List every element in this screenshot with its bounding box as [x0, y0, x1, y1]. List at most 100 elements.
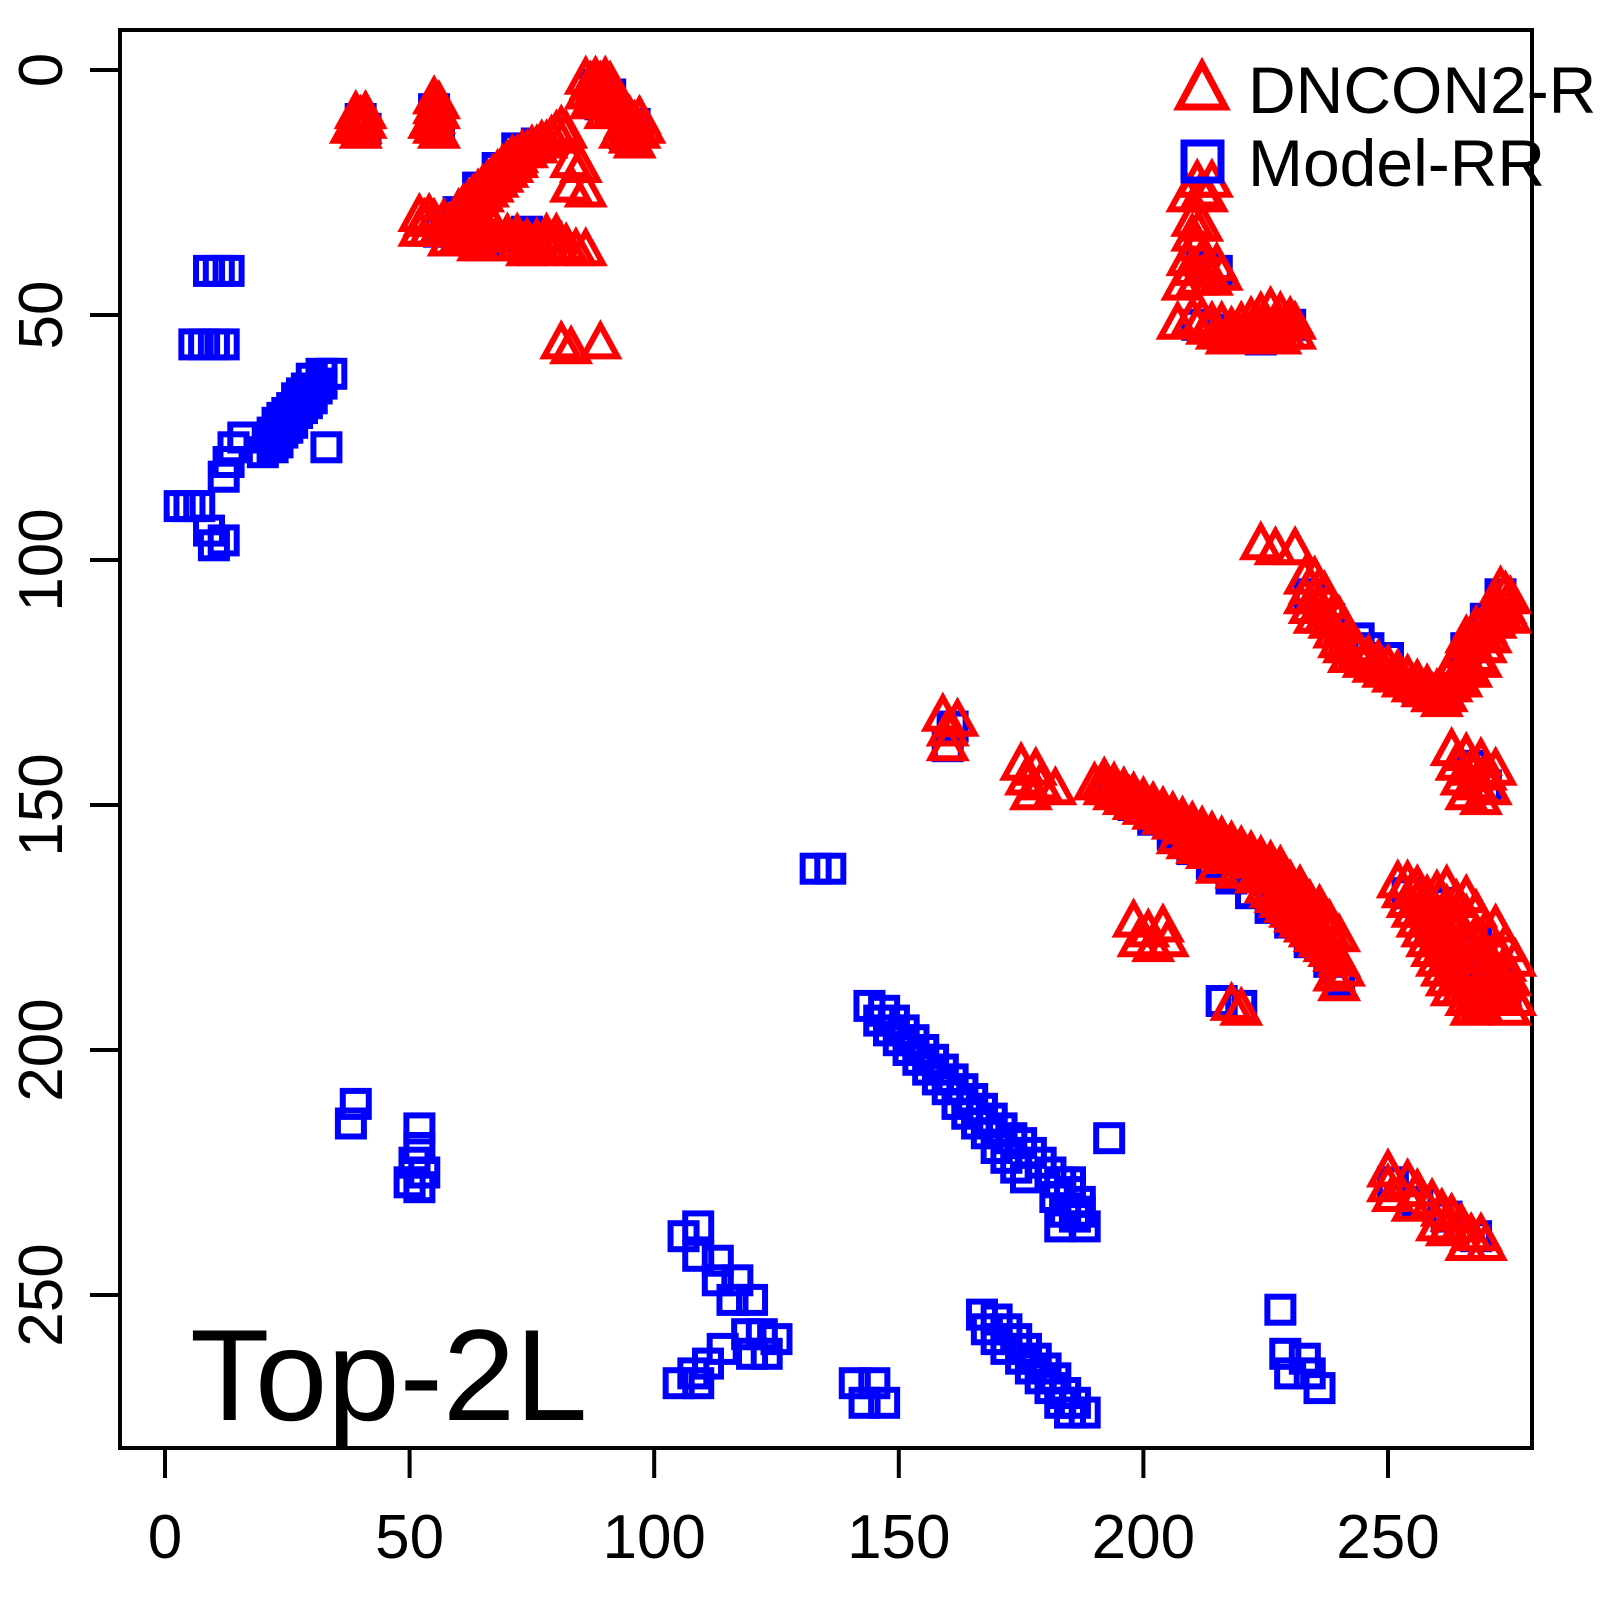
model-rr-point — [1000, 1323, 1033, 1356]
model-rr-point — [750, 1337, 783, 1370]
model-rr-point — [1093, 1122, 1126, 1155]
model-rr-point — [1029, 1352, 1062, 1385]
legend-entry-model: Model-RR — [1180, 126, 1545, 200]
model-rr-point — [207, 524, 240, 557]
dncon2-rr-point — [578, 319, 623, 360]
model-rr-point — [202, 254, 235, 287]
x-tick-label: 200 — [1092, 1503, 1195, 1572]
dncon2-rr-point — [1155, 299, 1200, 340]
dncon2-rr-point — [328, 103, 373, 144]
model-rr-point — [1054, 1166, 1087, 1199]
dncon2-rr-point — [1312, 931, 1357, 972]
dncon2-rr-point — [539, 319, 584, 360]
model-rr-point — [662, 1367, 695, 1400]
square-marker-icon — [1180, 139, 1225, 184]
dncon2-rr-point — [1453, 603, 1499, 644]
model-rr-point — [682, 1239, 715, 1272]
x-tick-label: 50 — [375, 1503, 444, 1572]
model-rr-point — [887, 1014, 920, 1047]
model-rr-point — [858, 1367, 891, 1400]
dncon2-rr-point — [563, 167, 608, 208]
model-rr-point — [334, 1107, 367, 1140]
dncon2-rr-point — [1184, 172, 1230, 213]
model-rr-point — [701, 1244, 734, 1277]
dncon2-rr-point — [1184, 304, 1230, 345]
model-rr-point — [197, 529, 230, 562]
dncon2-rr-point — [1424, 652, 1469, 693]
model-rr-point — [1274, 1357, 1307, 1390]
model-rr-point — [393, 1166, 426, 1199]
triangle-marker-icon — [1173, 56, 1231, 111]
dncon2-rr-point — [1175, 823, 1220, 865]
model-rr-point — [990, 1313, 1023, 1346]
model-rr-point — [814, 852, 847, 885]
dncon2-rr-point — [1145, 916, 1190, 958]
dncon2-rr-point — [1189, 255, 1234, 296]
model-rr-point — [339, 1087, 372, 1120]
dncon2-rr-point — [1165, 818, 1210, 860]
x-axis: 0 50 100 150 200 250 — [148, 1448, 1440, 1572]
model-rr-point — [907, 1034, 940, 1066]
dncon2-rr-point — [1008, 769, 1053, 811]
dncon2-rr-point — [1033, 765, 1078, 806]
model-rr-point — [1019, 1342, 1052, 1375]
dncon2-rr-point — [1424, 1206, 1469, 1247]
dncon2-rr-point — [1160, 260, 1205, 301]
dncon2-rr-point — [1444, 613, 1489, 654]
dncon2-rr-point — [1131, 921, 1176, 963]
model-rr-point — [403, 1171, 436, 1204]
y-tick-label: 150 — [7, 753, 76, 856]
model-rr-point — [1269, 1337, 1302, 1370]
dncon2-rr-point — [1209, 980, 1254, 1021]
model-rr-point — [868, 1386, 901, 1419]
model-rr-point — [716, 1283, 749, 1316]
legend-label-model: Model-RR — [1248, 126, 1545, 200]
y-tick-label: 100 — [7, 508, 76, 611]
y-tick-label: 200 — [7, 998, 76, 1101]
x-tick-label: 250 — [1336, 1503, 1439, 1572]
model-rr-point — [403, 1112, 436, 1145]
model-rr-point — [1303, 1372, 1336, 1405]
dncon2-rr-point — [1414, 867, 1459, 909]
x-tick-label: 0 — [148, 1503, 182, 1572]
legend-label-dncon2: DNCON2-RR — [1248, 53, 1600, 127]
model-rr-point — [1009, 1332, 1042, 1365]
dncon2-rr-point — [1194, 309, 1239, 350]
model-rr-point — [970, 1313, 1003, 1346]
y-tick-label: 0 — [7, 53, 76, 87]
dncon2-rr-point — [548, 137, 594, 179]
model-rr-point — [980, 1323, 1013, 1356]
model-rr-point — [980, 1303, 1013, 1336]
dncon2-rr-point — [1488, 593, 1533, 634]
legend: DNCON2-RR Model-RR — [1173, 53, 1600, 200]
model-rr-point — [926, 1053, 959, 1086]
series-dncon2-rr — [328, 54, 1538, 1261]
series-model-rr — [163, 68, 1522, 1429]
legend-entry-dncon2: DNCON2-RR — [1173, 53, 1600, 127]
dncon2-rr-point — [1214, 848, 1259, 889]
dncon2-rr-point — [1458, 774, 1504, 816]
dncon2-rr-point — [612, 118, 657, 159]
model-rr-point — [682, 1210, 715, 1243]
model-rr-point — [1068, 1396, 1101, 1429]
model-rr-point — [207, 460, 240, 493]
model-rr-point — [212, 254, 245, 287]
dncon2-rr-point — [1488, 985, 1533, 1026]
model-rr-point — [990, 1141, 1023, 1174]
dncon2-rr-point — [1199, 250, 1244, 291]
y-tick-label: 50 — [7, 281, 76, 350]
dncon2-rr-point — [548, 324, 594, 365]
dncon2-rr-point — [416, 108, 462, 149]
dncon2-rr-point — [534, 211, 579, 252]
dncon2-rr-point — [1155, 814, 1200, 855]
dncon2-rr-point — [1463, 1220, 1508, 1261]
plot-border — [118, 28, 1534, 1450]
model-rr-point — [207, 328, 240, 361]
dncon2-rr-point — [563, 226, 608, 267]
corner-label-top-2l: Top-2L — [190, 1302, 588, 1448]
model-rr-point — [736, 1283, 769, 1316]
model-rr-point — [1049, 1377, 1082, 1409]
model-rr-point — [868, 994, 901, 1027]
